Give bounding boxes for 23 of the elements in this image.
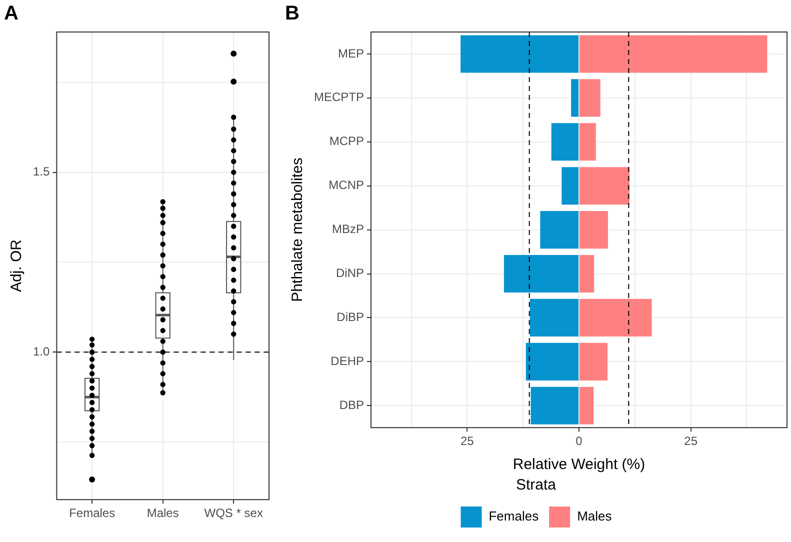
y-tick-label: DBP (339, 398, 364, 412)
y-tick-label: MECPTP (314, 90, 364, 104)
x-tick-label: 25 (460, 434, 474, 448)
y-tick-label: 1.0 (32, 344, 50, 358)
x-tick-label: 25 (684, 434, 698, 448)
y-tick-label: MEP (338, 46, 364, 60)
x-tick-label: Males (146, 506, 179, 520)
y-axis-title: Phthalate metabolites (289, 158, 306, 302)
chart-title: B (285, 2, 300, 25)
x-axis-title: Relative Weight (%) (512, 456, 646, 474)
y-tick-label: MCPP (329, 134, 364, 148)
x-tick-label: Females (69, 506, 116, 520)
y-tick-label: DEHP (330, 354, 364, 368)
y-axis-title: Adj. OR (8, 239, 26, 292)
x-tick-label: 0 (576, 434, 583, 448)
chart-title: A (4, 2, 18, 25)
y-tick-label: DiNP (336, 266, 364, 280)
x-tick-label: WQS * sex (204, 506, 263, 520)
y-tick-label: DiBP (336, 310, 364, 324)
y-tick-label: MCNP (328, 178, 364, 192)
y-tick-label: 1.5 (32, 164, 50, 179)
y-tick-label: MBzP (332, 222, 364, 236)
legend-title: Strata (516, 476, 557, 494)
